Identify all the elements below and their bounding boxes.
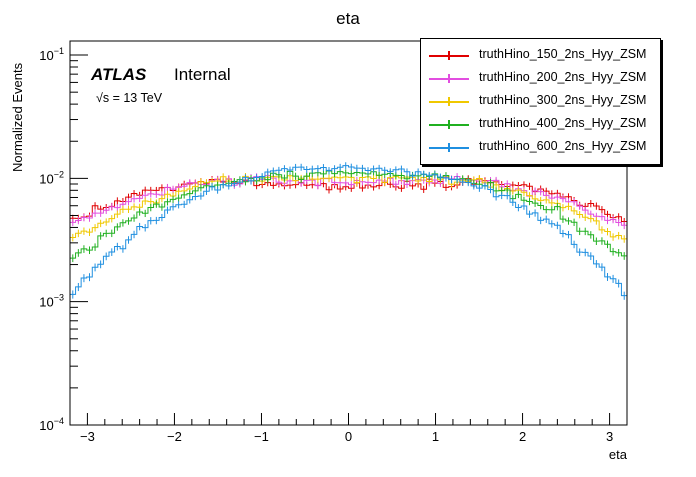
legend-line-swatch [429,144,469,151]
energy-label: √s = 13 TeV [96,91,163,105]
x-axis-label: eta [609,447,628,462]
histogram-series-group [70,162,627,300]
legend-label: truthHino_200_2ns_Hyy_ZSM [479,70,647,84]
x-tick-label: −1 [254,429,269,444]
y-axis-label: Normalized Events [10,62,25,172]
legend-line-swatch [429,52,469,59]
y-tick-label: 10−3 [39,293,64,310]
legend-entry: truthHino_200_2ns_Hyy_ZSM [421,68,660,90]
internal-label: Internal [174,65,231,84]
legend-line-swatch [429,121,469,128]
series-truthHino_400_2ns_Hyy_ZSM [70,167,627,263]
x-tick-label: −3 [80,429,95,444]
legend-line-swatch [429,98,469,105]
legend-label: truthHino_400_2ns_Hyy_ZSM [479,116,647,130]
legend-entry: truthHino_150_2ns_Hyy_ZSM [421,45,660,67]
x-tick-label: 0 [345,429,352,444]
x-tick-label: 1 [432,429,439,444]
histogram-line [70,165,627,297]
legend-line-swatch [429,75,469,82]
y-tick-label: 10−1 [39,46,64,63]
legend-entry: truthHino_400_2ns_Hyy_ZSM [421,114,660,136]
legend-entry: truthHino_300_2ns_Hyy_ZSM [421,91,660,113]
axes-group: −3 −2 −1 0 1 2 3 10−4 10−3 10−2 10−1 [39,46,628,444]
legend-entry: truthHino_600_2ns_Hyy_ZSM [421,137,660,159]
x-tick-label: −2 [167,429,182,444]
y-tick-label: 10−2 [39,169,64,186]
histogram-line [70,174,627,240]
y-tick-label: 10−4 [39,416,64,433]
legend-label: truthHino_150_2ns_Hyy_ZSM [479,47,647,61]
chart-title: eta [336,9,360,28]
legend-label: truthHino_300_2ns_Hyy_ZSM [479,93,647,107]
series-truthHino_600_2ns_Hyy_ZSM [70,162,627,300]
legend-label: truthHino_600_2ns_Hyy_ZSM [479,139,647,153]
legend: truthHino_150_2ns_Hyy_ZSM truthHino_200_… [420,38,661,165]
atlas-label: ATLAS [90,65,147,84]
x-tick-label: 2 [519,429,526,444]
x-tick-label: 3 [606,429,613,444]
histogram-line [70,170,627,259]
